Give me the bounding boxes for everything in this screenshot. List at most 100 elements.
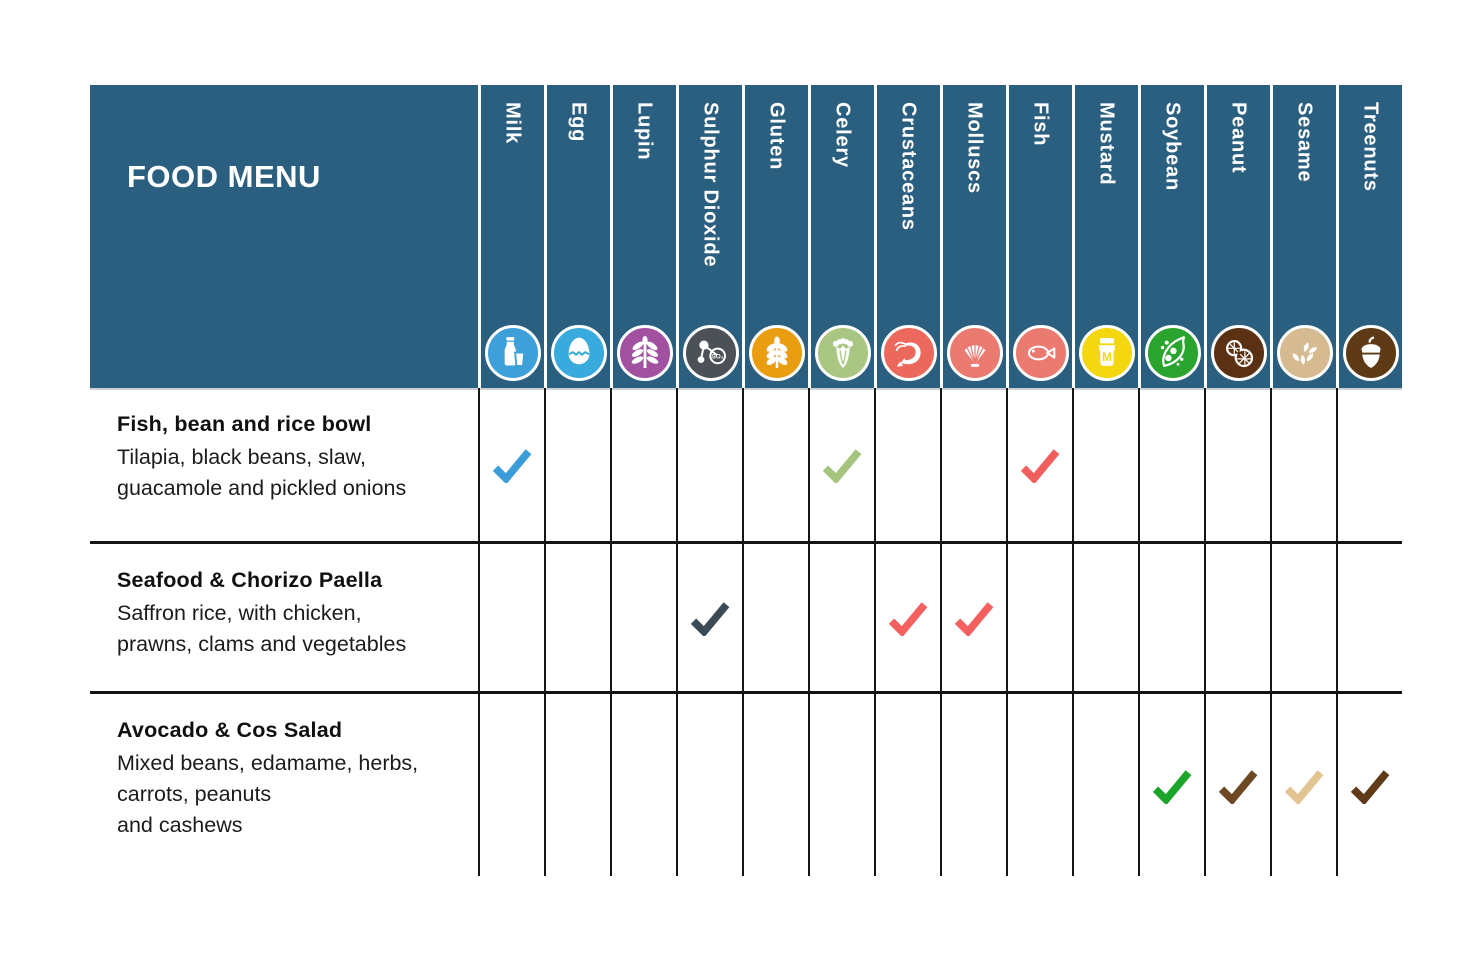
column-header-mustard: Mustard M bbox=[1072, 85, 1138, 388]
treenuts-icon bbox=[1342, 325, 1399, 381]
allergen-cell-checked bbox=[1204, 694, 1270, 876]
peanut-icon bbox=[1210, 325, 1267, 381]
molluscs-icon bbox=[946, 325, 1003, 381]
column-header-molluscs: Molluscs bbox=[940, 85, 1006, 388]
check-icon bbox=[690, 602, 730, 636]
allergen-cell-checked bbox=[1336, 694, 1402, 876]
allergen-label: Sesame bbox=[1293, 102, 1316, 183]
dish-label-cell: Fish, bean and rice bowl Tilapia, black … bbox=[90, 388, 478, 541]
svg-text:SO₂: SO₂ bbox=[711, 353, 723, 360]
column-header-peanut: Peanut bbox=[1204, 85, 1270, 388]
dish-label-cell: Avocado & Cos Salad Mixed beans, edamame… bbox=[90, 694, 478, 876]
menu-row: Fish, bean and rice bowl Tilapia, black … bbox=[90, 388, 1402, 541]
column-header-gluten: Gluten bbox=[742, 85, 808, 388]
dish-description: Tilapia, black beans, slaw, guacamole an… bbox=[117, 445, 407, 500]
allergen-label: Mustard bbox=[1095, 102, 1118, 186]
check-icon bbox=[1218, 769, 1258, 804]
allergen-label: Egg bbox=[567, 102, 590, 143]
dish-name: Fish, bean and rice bowl bbox=[117, 412, 372, 436]
allergen-cell bbox=[544, 544, 610, 691]
menu-row: Avocado & Cos Salad Mixed beans, edamame… bbox=[90, 691, 1402, 876]
allergen-cell bbox=[544, 694, 610, 876]
allergen-cell-checked bbox=[808, 388, 874, 541]
allergen-cell bbox=[1336, 388, 1402, 541]
allergen-label: Milk bbox=[501, 102, 524, 145]
column-header-milk: Milk bbox=[478, 85, 544, 388]
allergen-cell bbox=[742, 544, 808, 691]
allergen-cell bbox=[1072, 694, 1138, 876]
check-icon bbox=[1020, 449, 1060, 483]
allergen-cell bbox=[1006, 544, 1072, 691]
egg-icon bbox=[550, 325, 607, 381]
allergen-cell bbox=[1072, 544, 1138, 691]
dish-name: Avocado & Cos Salad bbox=[117, 718, 343, 742]
allergen-cell bbox=[478, 544, 544, 691]
allergen-cell bbox=[1204, 388, 1270, 541]
allergen-cell bbox=[742, 388, 808, 541]
column-header-egg: Egg bbox=[544, 85, 610, 388]
check-icon bbox=[954, 602, 994, 636]
check-icon bbox=[1350, 769, 1390, 804]
dish-label-cell: Seafood & Chorizo Paella Saffron rice, w… bbox=[90, 544, 478, 691]
allergen-cell-checked bbox=[1006, 388, 1072, 541]
allergen-cell bbox=[610, 544, 676, 691]
allergen-cell bbox=[874, 694, 940, 876]
check-icon bbox=[822, 449, 862, 483]
allergen-cell bbox=[1270, 388, 1336, 541]
soybean-icon bbox=[1144, 325, 1201, 381]
allergen-cell-checked bbox=[1138, 694, 1204, 876]
allergen-cell bbox=[874, 388, 940, 541]
allergen-label: Crustaceans bbox=[897, 102, 920, 231]
allergen-cell-checked bbox=[940, 544, 1006, 691]
dish-description: Saffron rice, with chicken, prawns, clam… bbox=[117, 601, 407, 656]
celery-icon bbox=[814, 325, 871, 381]
allergen-label: Peanut bbox=[1227, 102, 1250, 174]
dish-name: Seafood & Chorizo Paella bbox=[117, 568, 383, 592]
allergen-cell bbox=[1138, 544, 1204, 691]
column-header-fish: Fish bbox=[1006, 85, 1072, 388]
sulphur-dioxide-icon: SO₂ bbox=[682, 325, 739, 381]
column-header-treenuts: Treenuts bbox=[1336, 85, 1402, 388]
allergen-label: Treenuts bbox=[1359, 102, 1382, 192]
gluten-icon bbox=[748, 325, 805, 381]
check-icon bbox=[1284, 769, 1324, 804]
column-header-soybean: Soybean bbox=[1138, 85, 1204, 388]
menu-row: Seafood & Chorizo Paella Saffron rice, w… bbox=[90, 541, 1402, 691]
allergen-label: Celery bbox=[831, 102, 854, 168]
allergen-cell-checked bbox=[1270, 694, 1336, 876]
column-header-crustaceans: Crustaceans bbox=[874, 85, 940, 388]
allergen-cell bbox=[1138, 388, 1204, 541]
allergen-cell bbox=[676, 694, 742, 876]
allergen-cell bbox=[1270, 544, 1336, 691]
fish-icon bbox=[1012, 325, 1069, 381]
allergen-label: Gluten bbox=[765, 102, 788, 171]
allergen-cell bbox=[808, 694, 874, 876]
dish-description: Mixed beans, edamame, herbs, carrots, pe… bbox=[117, 751, 419, 837]
mustard-icon: M bbox=[1078, 325, 1135, 381]
check-icon bbox=[888, 602, 928, 636]
check-icon bbox=[1152, 769, 1192, 804]
allergen-cell bbox=[544, 388, 610, 541]
menu-title-cell: FOOD MENU bbox=[90, 85, 478, 388]
allergen-label: Lupin bbox=[633, 102, 656, 161]
lupin-icon bbox=[616, 325, 673, 381]
allergen-cell bbox=[940, 694, 1006, 876]
column-header-sulphur-dioxide: Sulphur Dioxide SO₂ bbox=[676, 85, 742, 388]
allergen-label: Molluscs bbox=[963, 102, 986, 194]
header-row: FOOD MENU Milk Egg Lupin Sulphur Dioxide… bbox=[90, 85, 1402, 388]
crustaceans-icon bbox=[880, 325, 937, 381]
allergen-cell bbox=[940, 388, 1006, 541]
allergen-cell bbox=[610, 388, 676, 541]
allergen-cell bbox=[478, 694, 544, 876]
column-header-sesame: Sesame bbox=[1270, 85, 1336, 388]
allergen-cell-checked bbox=[874, 544, 940, 691]
allergen-cell bbox=[1204, 544, 1270, 691]
allergen-label: Fish bbox=[1029, 102, 1052, 147]
allergen-cell bbox=[610, 694, 676, 876]
allergen-table: FOOD MENU Milk Egg Lupin Sulphur Dioxide… bbox=[90, 85, 1402, 876]
allergen-cell-checked bbox=[478, 388, 544, 541]
allergen-cell bbox=[1006, 694, 1072, 876]
column-header-lupin: Lupin bbox=[610, 85, 676, 388]
allergen-cell bbox=[1072, 388, 1138, 541]
